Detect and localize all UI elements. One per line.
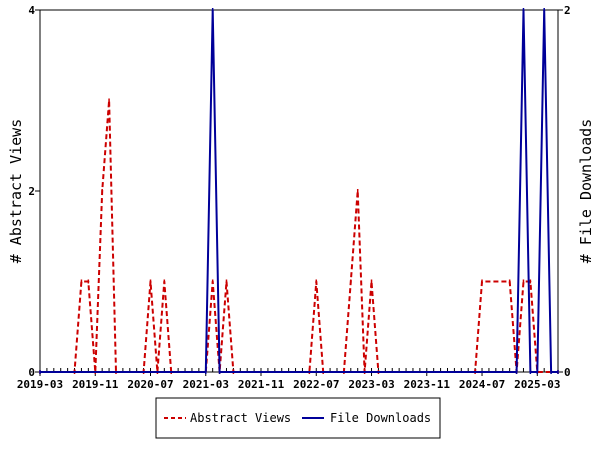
x-tick-label: 2021-11 [238, 378, 285, 391]
legend-label-file-downloads: File Downloads [330, 411, 431, 425]
y-left-tick-label: 2 [28, 185, 35, 198]
right-axis-title: # File Downloads [577, 119, 595, 264]
plot-area [39, 9, 559, 373]
x-tick-label: 2023-11 [404, 378, 451, 391]
x-tick-label: 2019-03 [17, 378, 63, 391]
x-tick-label: 2019-11 [72, 378, 119, 391]
ticks: 2019-03 2019-11 2020-07 2021-03 2021-11 2022-… [17, 4, 571, 391]
legend: Abstract Views File Downloads [155, 397, 441, 439]
series-line-file-downloads [40, 9, 558, 373]
x-tick-label: 2025-03 [514, 378, 560, 391]
legend-box [155, 397, 441, 439]
series-layer [39, 8, 559, 374]
plot-frame [39, 9, 559, 373]
legend-label-abstract-views: Abstract Views [190, 411, 291, 425]
y-right-tick-label: 0 [564, 366, 571, 379]
series-line-abstract-views [40, 99, 558, 373]
x-tick-label: 2021-03 [183, 378, 229, 391]
y-right-tick-label: 2 [564, 4, 571, 17]
y-left-tick-label: 4 [28, 4, 35, 17]
left-axis-title: # Abstract Views [7, 119, 25, 264]
x-tick-label: 2022-07 [293, 378, 339, 391]
x-tick-label: 2023-03 [348, 378, 394, 391]
y-left-tick-label: 0 [28, 366, 35, 379]
x-tick-label: 2020-07 [127, 378, 173, 391]
x-tick-label: 2024-07 [459, 378, 505, 391]
